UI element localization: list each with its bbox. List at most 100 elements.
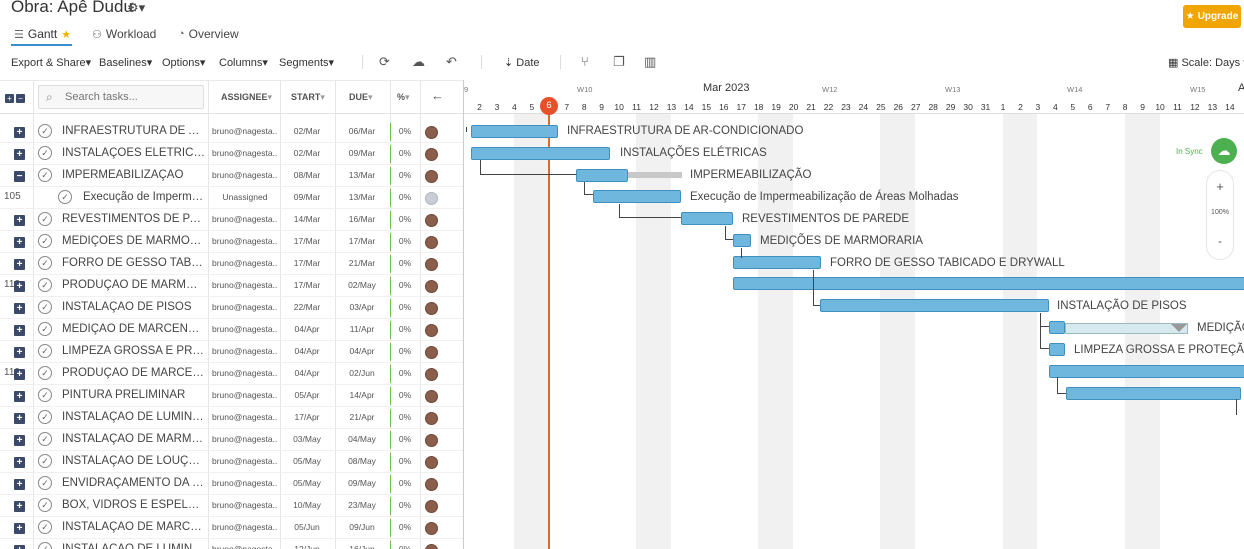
complete-check-icon[interactable]: ✓ [38, 168, 52, 182]
task-bar[interactable] [471, 147, 610, 160]
task-start[interactable]: 04/Apr [294, 324, 320, 334]
task-bar[interactable] [593, 190, 681, 203]
task-assignee[interactable]: bruno@nagesta... [212, 236, 278, 246]
task-name[interactable]: PINTURA PRELIMINAR [62, 389, 186, 401]
collapse-grid-arrow-icon[interactable]: ← [431, 88, 444, 103]
task-name[interactable]: INFRAESTRUTURA DE AR-CONDICIONADO [62, 125, 205, 137]
expand-icon[interactable]: + [14, 501, 25, 512]
task-name[interactable]: ENVIDRAÇAMENTO DA SACADA [62, 477, 205, 489]
task-due[interactable]: 16/Mar [348, 214, 376, 224]
table-row[interactable]: + ✓ INSTALAÇÃO DE LOUÇAS E METAIS bruno@nag… [0, 451, 463, 473]
task-bar[interactable] [576, 169, 628, 182]
task-name[interactable]: FORRO DE GESSO TABICADO E DRYWALL [62, 257, 205, 269]
table-row[interactable]: 119+ ✓ PRODUÇÃO DE MARCENARIA bruno@nagesta… [0, 363, 463, 385]
task-start[interactable]: 22/Mar [293, 302, 321, 312]
task-percent[interactable]: 0% [398, 544, 412, 549]
task-assignee[interactable]: bruno@nagesta... [212, 522, 278, 532]
columns-menu[interactable]: Columns▾ [219, 57, 268, 69]
task-percent[interactable]: 0% [398, 258, 412, 268]
table-row[interactable]: + ✓ MEDIÇÃO DE MARCENARIA bruno@nagesta... 0… [0, 319, 463, 341]
task-percent[interactable]: 0% [398, 500, 412, 510]
table-row[interactable]: − ✓ IMPERMEABILIZAÇÃO bruno@nagesta... 08/Ma… [0, 165, 463, 187]
table-row[interactable]: + ✓ INFRAESTRUTURA DE AR-CONDICIONADO bruno… [0, 121, 463, 143]
project-settings-gear-icon[interactable]: ⚙▾ [127, 0, 146, 15]
task-bar[interactable] [820, 299, 1049, 312]
task-name[interactable]: INSTALAÇÃO DE LUMINÁRIAS [62, 543, 205, 549]
table-row[interactable]: + ✓ PINTURA PRELIMINAR bruno@nagesta... 05/A… [0, 385, 463, 407]
task-name[interactable]: PRODUÇÃO DE MARMORARIA [62, 279, 205, 291]
expand-icon[interactable]: + [14, 259, 25, 270]
table-row[interactable]: + ✓ FORRO DE GESSO TABICADO E DRYWALL bruno… [0, 253, 463, 275]
complete-check-icon[interactable]: ✓ [38, 520, 52, 534]
task-name[interactable]: INSTALAÇÃO DE MARCENARIA [62, 521, 205, 533]
task-start[interactable]: 17/Mar [293, 236, 321, 246]
complete-check-icon[interactable]: ✓ [38, 366, 52, 380]
task-start[interactable]: 05/May [293, 478, 321, 488]
expand-icon[interactable]: + [14, 479, 25, 490]
task-percent[interactable]: 0% [398, 390, 412, 400]
task-percent[interactable]: 0% [398, 280, 412, 290]
complete-check-icon[interactable]: ✓ [38, 234, 52, 248]
tab-overview[interactable]: ◔ Overview [178, 27, 239, 41]
task-assignee[interactable]: bruno@nagesta... [212, 280, 278, 290]
table-row[interactable]: + ✓ INSTALAÇÃO DE LUMINÁRIAS bruno@nagesta.… [0, 407, 463, 429]
task-percent[interactable]: 0% [398, 236, 412, 246]
undo-icon[interactable]: ↶ [446, 54, 457, 69]
task-start[interactable]: 12/Jun [294, 544, 320, 549]
task-due[interactable]: 16/Jun [349, 544, 375, 549]
task-due[interactable]: 09/May [348, 478, 376, 488]
complete-check-icon[interactable]: ✓ [38, 278, 52, 292]
task-percent[interactable]: 0% [398, 126, 412, 136]
task-name[interactable]: REVESTIMENTOS DE PAREDE [62, 213, 205, 225]
complete-check-icon[interactable]: ✓ [38, 300, 52, 314]
task-assignee[interactable]: bruno@nagesta... [212, 434, 278, 444]
task-assignee[interactable]: bruno@nagesta... [212, 368, 278, 378]
expand-icon[interactable]: + [14, 523, 25, 534]
task-due[interactable]: 11/Apr [349, 324, 375, 334]
task-percent[interactable]: 0% [398, 214, 412, 224]
expand-icon[interactable]: + [14, 347, 25, 358]
task-assignee[interactable]: Unassigned [222, 192, 268, 202]
expand-icon[interactable]: + [14, 303, 25, 314]
task-bar[interactable] [733, 256, 821, 269]
task-start[interactable]: 17/Mar [293, 280, 321, 290]
task-start[interactable]: 05/Jun [294, 522, 320, 532]
export-share-menu[interactable]: Export & Share▾ [11, 57, 92, 69]
expand-icon[interactable]: + [14, 369, 25, 380]
task-assignee[interactable]: bruno@nagesta... [212, 390, 278, 400]
task-due[interactable]: 23/May [348, 500, 376, 510]
task-name[interactable]: MEDIÇÕES DE MARMORARIA [62, 235, 205, 247]
col-assignee-header[interactable]: ASSIGNEE▾ [221, 92, 273, 102]
task-start[interactable]: 09/Mar [293, 192, 321, 202]
task-assignee[interactable]: bruno@nagesta... [212, 412, 278, 422]
task-due[interactable]: 02/May [348, 280, 376, 290]
task-due[interactable]: 21/Apr [349, 412, 375, 422]
collapse-all-icon[interactable]: − [16, 94, 25, 103]
task-assignee[interactable]: bruno@nagesta... [212, 544, 278, 549]
task-start[interactable]: 03/May [293, 434, 321, 444]
task-percent[interactable]: 0% [398, 302, 412, 312]
task-assignee[interactable]: bruno@nagesta... [212, 478, 278, 488]
task-due[interactable]: 09/Mar [348, 148, 376, 158]
task-due[interactable]: 13/Mar [348, 192, 376, 202]
table-row[interactable]: + ✓ INSTALAÇÃO DE LUMINÁRIAS bruno@nagesta.… [0, 539, 463, 549]
task-start[interactable]: 02/Mar [293, 148, 321, 158]
task-assignee[interactable]: bruno@nagesta... [212, 456, 278, 466]
task-name[interactable]: INSTALAÇÃO DE LOUÇAS E METAIS [62, 455, 205, 467]
task-percent[interactable]: 0% [398, 456, 412, 466]
complete-check-icon[interactable]: ✓ [38, 542, 52, 549]
task-assignee[interactable]: bruno@nagesta... [212, 258, 278, 268]
task-percent[interactable]: 0% [398, 478, 412, 488]
task-bar[interactable] [681, 212, 733, 225]
expand-all-icon[interactable]: + [5, 94, 14, 103]
task-name[interactable]: INSTALAÇÃO DE MARMORARIA [62, 433, 205, 445]
task-due[interactable]: 09/Jun [349, 522, 375, 532]
task-name[interactable]: INSTALAÇÕES ELÉTRICAS [62, 147, 205, 159]
table-row[interactable]: + ✓ LIMPEZA GROSSA E PROTEÇÃO bruno@nagesta… [0, 341, 463, 363]
table-row[interactable]: + ✓ INSTALAÇÃO DE MARCENARIA bruno@nagesta.… [0, 517, 463, 539]
complete-check-icon[interactable]: ✓ [38, 432, 52, 446]
task-name[interactable]: Execução de Impermeabilização de Áreas M… [83, 191, 205, 203]
task-percent[interactable]: 0% [398, 324, 412, 334]
task-due[interactable]: 02/Jun [349, 368, 375, 378]
expand-icon[interactable]: + [14, 435, 25, 446]
